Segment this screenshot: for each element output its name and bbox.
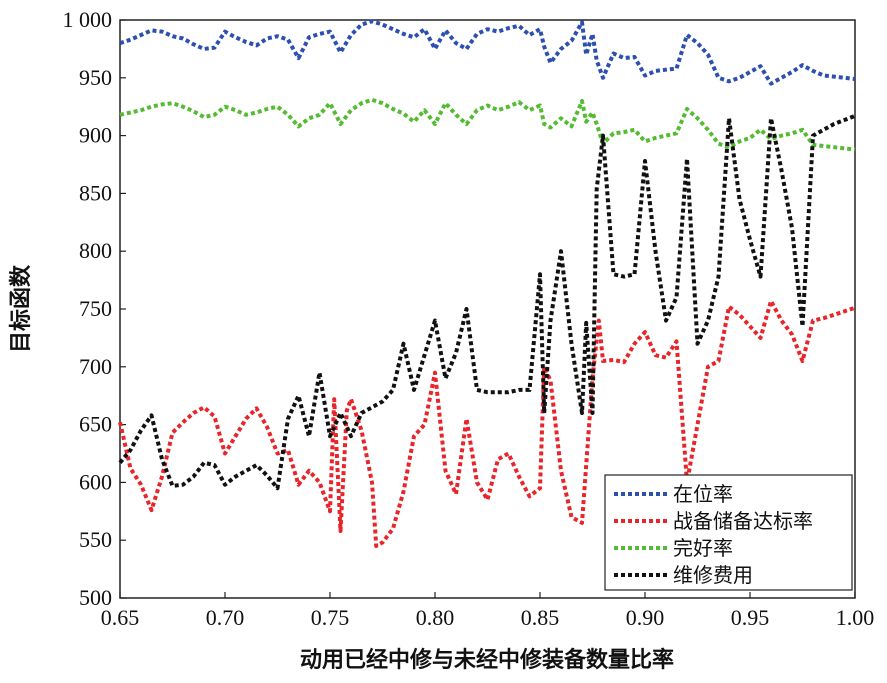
x-tick-label-5: 0.90 [626,605,665,630]
series-layer [118,19,856,548]
y-tick-label-10: 1 000 [63,7,113,32]
y-tick-label-7: 850 [79,180,112,205]
series-line-1 [118,298,856,548]
legend-entry-0: 在位率 [614,482,733,506]
legend-entry-2: 完好率 [614,536,733,560]
y-tick-label-8: 900 [79,123,112,148]
y-tick-label-0: 500 [79,585,112,610]
legend-label-3: 维修费用 [673,563,753,587]
legend-label-0: 在位率 [673,482,733,506]
y-tick-label-9: 950 [79,65,112,90]
y-tick-label-4: 700 [79,354,112,379]
x-tick-label-0: 0.65 [101,605,140,630]
x-tick-label-2: 0.75 [311,605,350,630]
legend-entry-1: 战备储备达标率 [614,509,813,533]
series-line-3 [118,114,856,491]
x-tick-label-3: 0.80 [416,605,455,630]
series-line-2 [119,97,856,152]
y-axis-title: 目标函数 [8,264,34,353]
x-axis-title: 动用已经中修与未经中修装备数量比率 [300,647,674,673]
x-tick-label-6: 0.95 [731,605,770,630]
legend: 在位率 战备储备达标率 完好率 维修费用 [604,474,853,591]
y-tick-label-6: 800 [79,238,112,263]
x-tick-label-7: 1.00 [836,605,875,630]
y-tick-label-3: 650 [79,412,112,437]
y-tick-label-5: 750 [79,296,112,321]
y-tick-label-2: 600 [79,469,112,494]
legend-label-1: 战备储备达标率 [673,509,813,533]
x-tick-label-4: 0.85 [521,605,560,630]
series-line-0 [119,19,856,86]
legend-entry-3: 维修费用 [614,563,753,587]
legend-label-2: 完好率 [673,536,733,560]
y-tick-label-1: 550 [79,527,112,552]
ticks-layer: 0.65 0.70 0.75 0.80 0.85 0.90 0.95 1.00 500 550 60… [63,7,875,630]
legend-box [604,474,853,591]
x-tick-label-1: 0.70 [206,605,245,630]
